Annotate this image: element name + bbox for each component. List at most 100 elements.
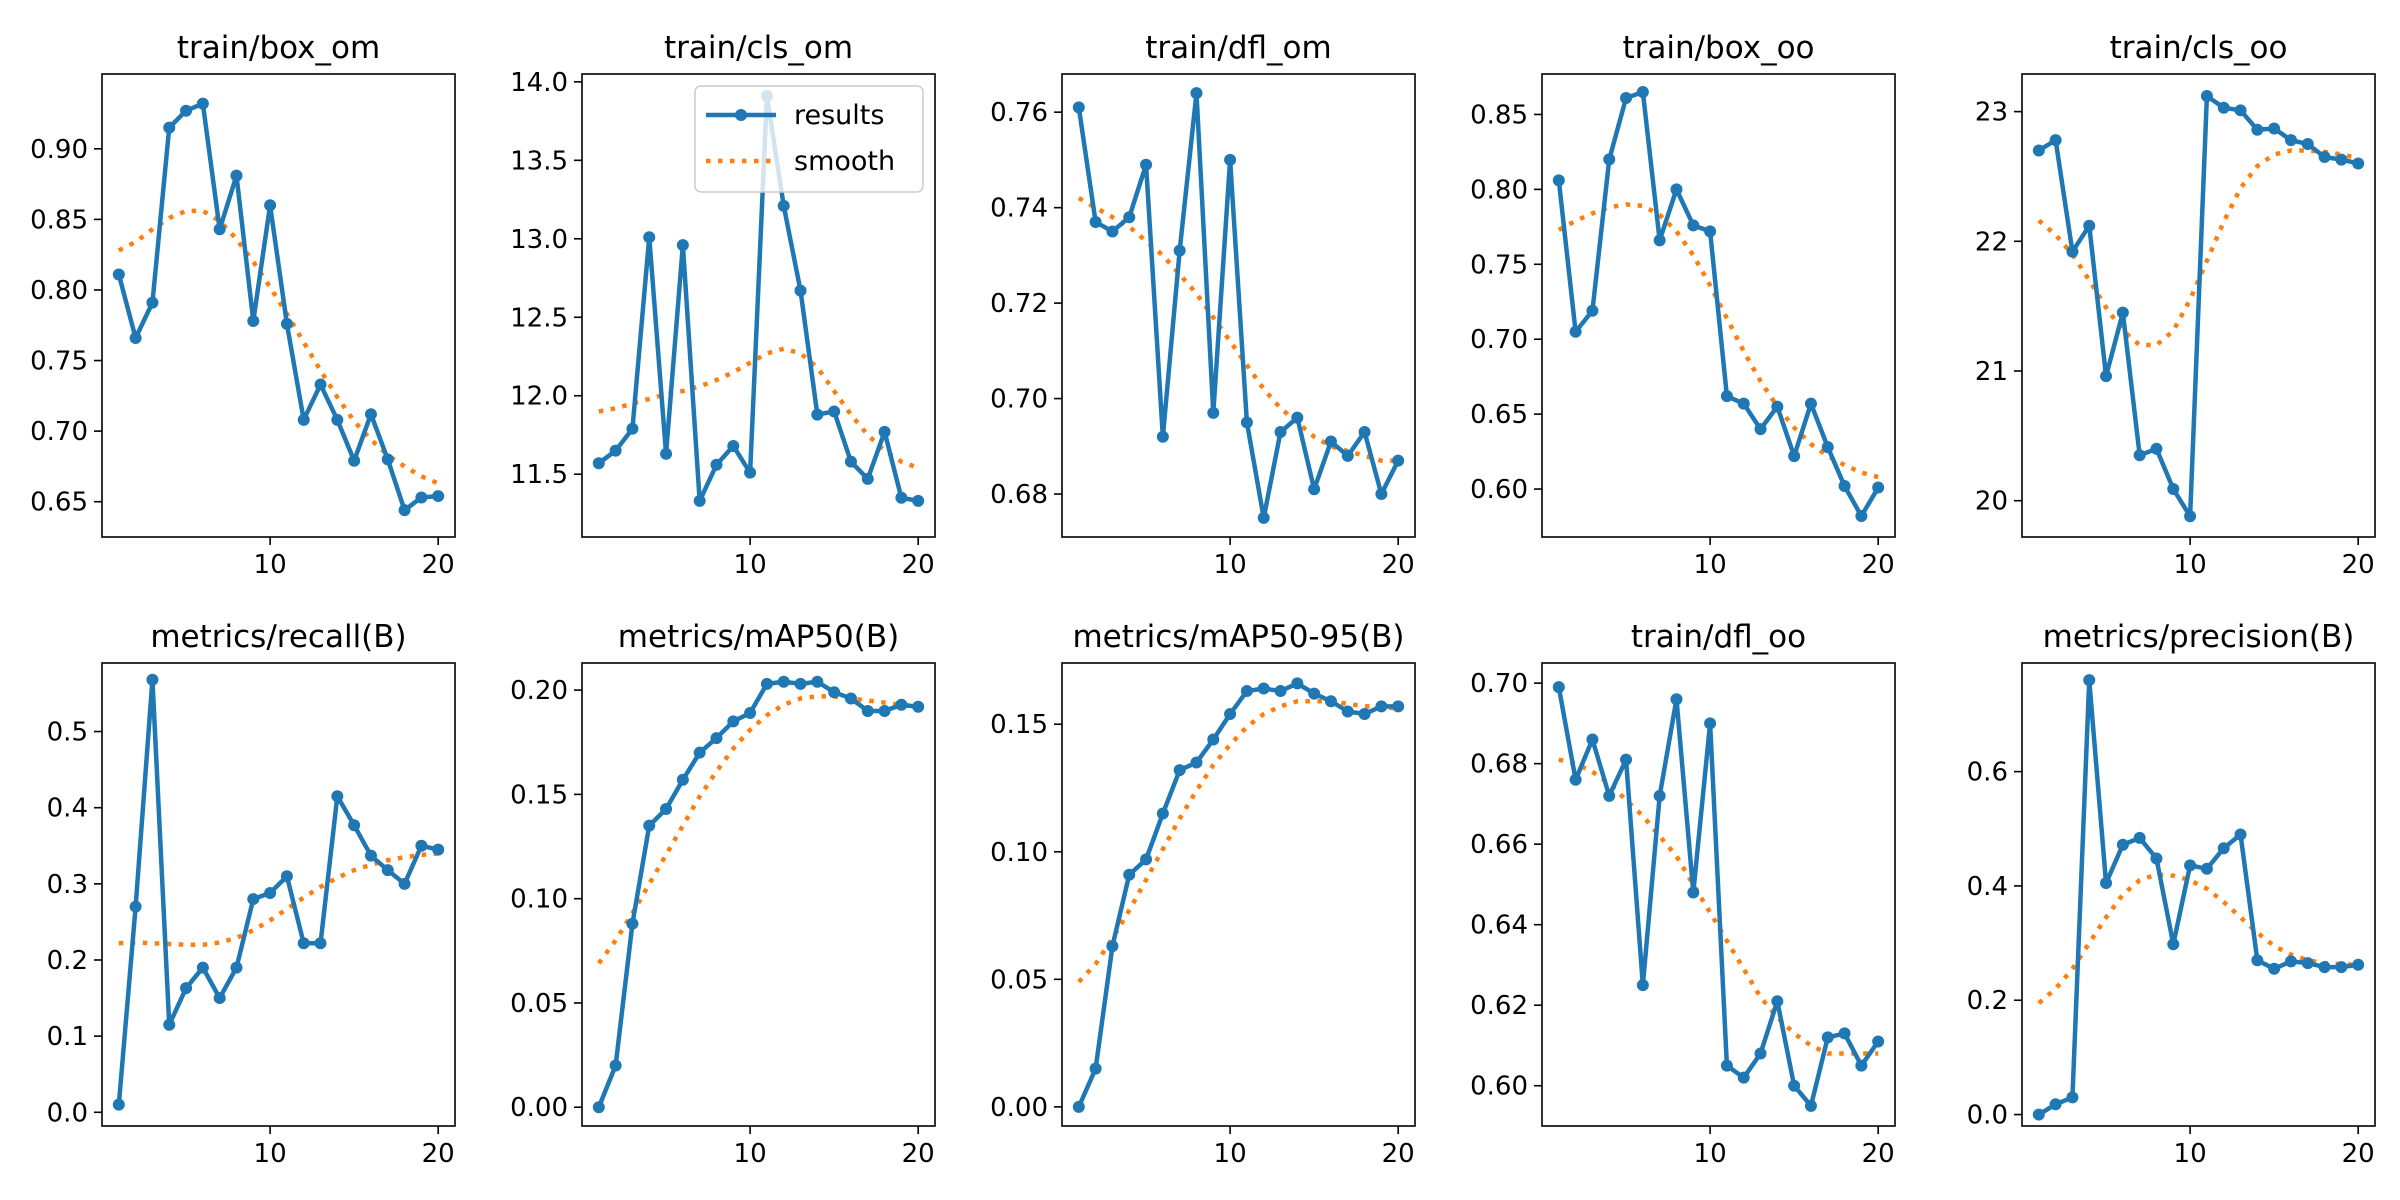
y-tick-label: 0.00 xyxy=(990,1093,1048,1123)
results-point xyxy=(280,317,293,330)
results-point xyxy=(1089,1062,1102,1075)
results-point xyxy=(2234,104,2247,117)
results-point xyxy=(811,408,824,421)
results-point xyxy=(1140,158,1153,171)
results-point xyxy=(1603,789,1616,802)
smooth-series-line xyxy=(2037,872,2359,1005)
results-point xyxy=(264,886,277,899)
y-tick-label: 0.68 xyxy=(1470,750,1528,780)
results-point xyxy=(331,790,344,803)
axes-frame xyxy=(1061,73,1416,538)
results-point xyxy=(1821,441,1834,454)
results-point xyxy=(129,331,142,344)
x-tick-label: 10 xyxy=(254,550,287,580)
results-point xyxy=(1324,695,1337,708)
legend: results smooth xyxy=(694,85,924,193)
y-tick-label: 0.60 xyxy=(1470,475,1528,505)
results-point xyxy=(2133,831,2146,844)
results-point xyxy=(861,472,874,485)
results-point xyxy=(895,698,908,711)
results-point xyxy=(1620,753,1633,766)
results-point xyxy=(1240,685,1253,698)
results-point xyxy=(1190,756,1203,769)
y-tick-label: 0.0 xyxy=(1967,1101,2008,1131)
y-tick-label: 0.68 xyxy=(990,480,1048,510)
results-point xyxy=(2116,838,2129,851)
y-tick-label: 0.6 xyxy=(1967,758,2008,788)
x-tick-label: 10 xyxy=(2174,1139,2207,1169)
results-series-line xyxy=(1556,686,1881,1109)
y-tick-label: 0.05 xyxy=(510,989,568,1019)
results-point xyxy=(1804,1099,1817,1112)
results-point xyxy=(626,917,639,930)
results-point xyxy=(1341,705,1354,718)
y-tick-label: 0.60 xyxy=(1470,1072,1528,1102)
results-point xyxy=(1257,682,1270,695)
results-point xyxy=(1392,700,1405,713)
results-point xyxy=(2234,828,2247,841)
y-tick-label: 0.62 xyxy=(1470,991,1528,1021)
results-point xyxy=(331,413,344,426)
results-point xyxy=(247,315,260,328)
y-tick-label: 0.3 xyxy=(47,870,88,900)
results-point xyxy=(626,422,639,435)
results-point xyxy=(1670,693,1683,706)
panel-metrics-precision-b: metrics/precision(B) 10 20 0.0 0.2 0.4 0.6 xyxy=(1967,619,2376,1169)
x-tick-label: 20 xyxy=(2342,550,2375,580)
results-point xyxy=(2133,449,2146,462)
results-point xyxy=(1855,1059,1868,1072)
results-point xyxy=(609,1059,622,1072)
results-point xyxy=(2217,842,2230,855)
results-point xyxy=(1341,449,1354,462)
y-tick-label: 0.70 xyxy=(30,417,88,447)
results-point xyxy=(1586,304,1599,317)
panel-train-box-oo: train/box_oo 10 20 0.60 0.65 0.70 0.75 0.80 0.85 xyxy=(1470,30,1896,580)
y-tick-label: 0.85 xyxy=(30,205,88,235)
results-point xyxy=(1636,979,1649,992)
y-tick-label: 0.65 xyxy=(30,488,88,518)
results-point xyxy=(1586,733,1599,746)
panel-train-dfl-om: train/dfl_om 10 20 0.68 0.70 0.72 0.74 0.76 xyxy=(990,30,1416,580)
results-point xyxy=(180,982,193,995)
panel-title: train/dfl_oo xyxy=(1631,619,1806,655)
y-tick-label: 12.5 xyxy=(510,303,568,333)
results-point xyxy=(2251,123,2264,136)
results-point xyxy=(710,458,723,471)
results-point xyxy=(1737,397,1750,410)
results-point xyxy=(660,447,673,460)
results-point xyxy=(1788,1079,1801,1092)
results-point xyxy=(693,494,706,507)
results-point xyxy=(2268,962,2281,975)
results-point xyxy=(777,675,790,688)
results-point xyxy=(2150,442,2163,455)
results-point xyxy=(1224,153,1237,166)
results-point xyxy=(2284,134,2297,147)
results-point xyxy=(828,686,841,699)
y-tick-label: 0.15 xyxy=(510,780,568,810)
results-point xyxy=(828,405,841,418)
results-point xyxy=(1636,85,1649,98)
y-tick-label: 0.90 xyxy=(30,135,88,165)
results-point xyxy=(1821,1031,1834,1044)
results-point xyxy=(1872,1035,1885,1048)
x-tick-label: 10 xyxy=(734,1139,767,1169)
results-point xyxy=(1754,423,1767,436)
results-point xyxy=(1072,101,1085,114)
results-point xyxy=(1855,510,1868,523)
results-point xyxy=(844,455,857,468)
x-tick-label: 20 xyxy=(1382,550,1415,580)
results-point xyxy=(811,675,824,688)
axes-frame xyxy=(2021,662,2376,1127)
y-tick-label: 0.75 xyxy=(30,347,88,377)
results-point xyxy=(280,870,293,883)
results-point xyxy=(727,715,740,728)
results-point xyxy=(1620,91,1633,104)
y-tick-label: 14.0 xyxy=(510,68,568,98)
y-tick-label: 0.00 xyxy=(510,1093,568,1123)
results-point xyxy=(2318,961,2331,974)
x-tick-label: 20 xyxy=(422,550,455,580)
results-point xyxy=(727,439,740,452)
results-point xyxy=(1324,435,1337,448)
results-point xyxy=(660,802,673,815)
results-point xyxy=(348,454,361,467)
